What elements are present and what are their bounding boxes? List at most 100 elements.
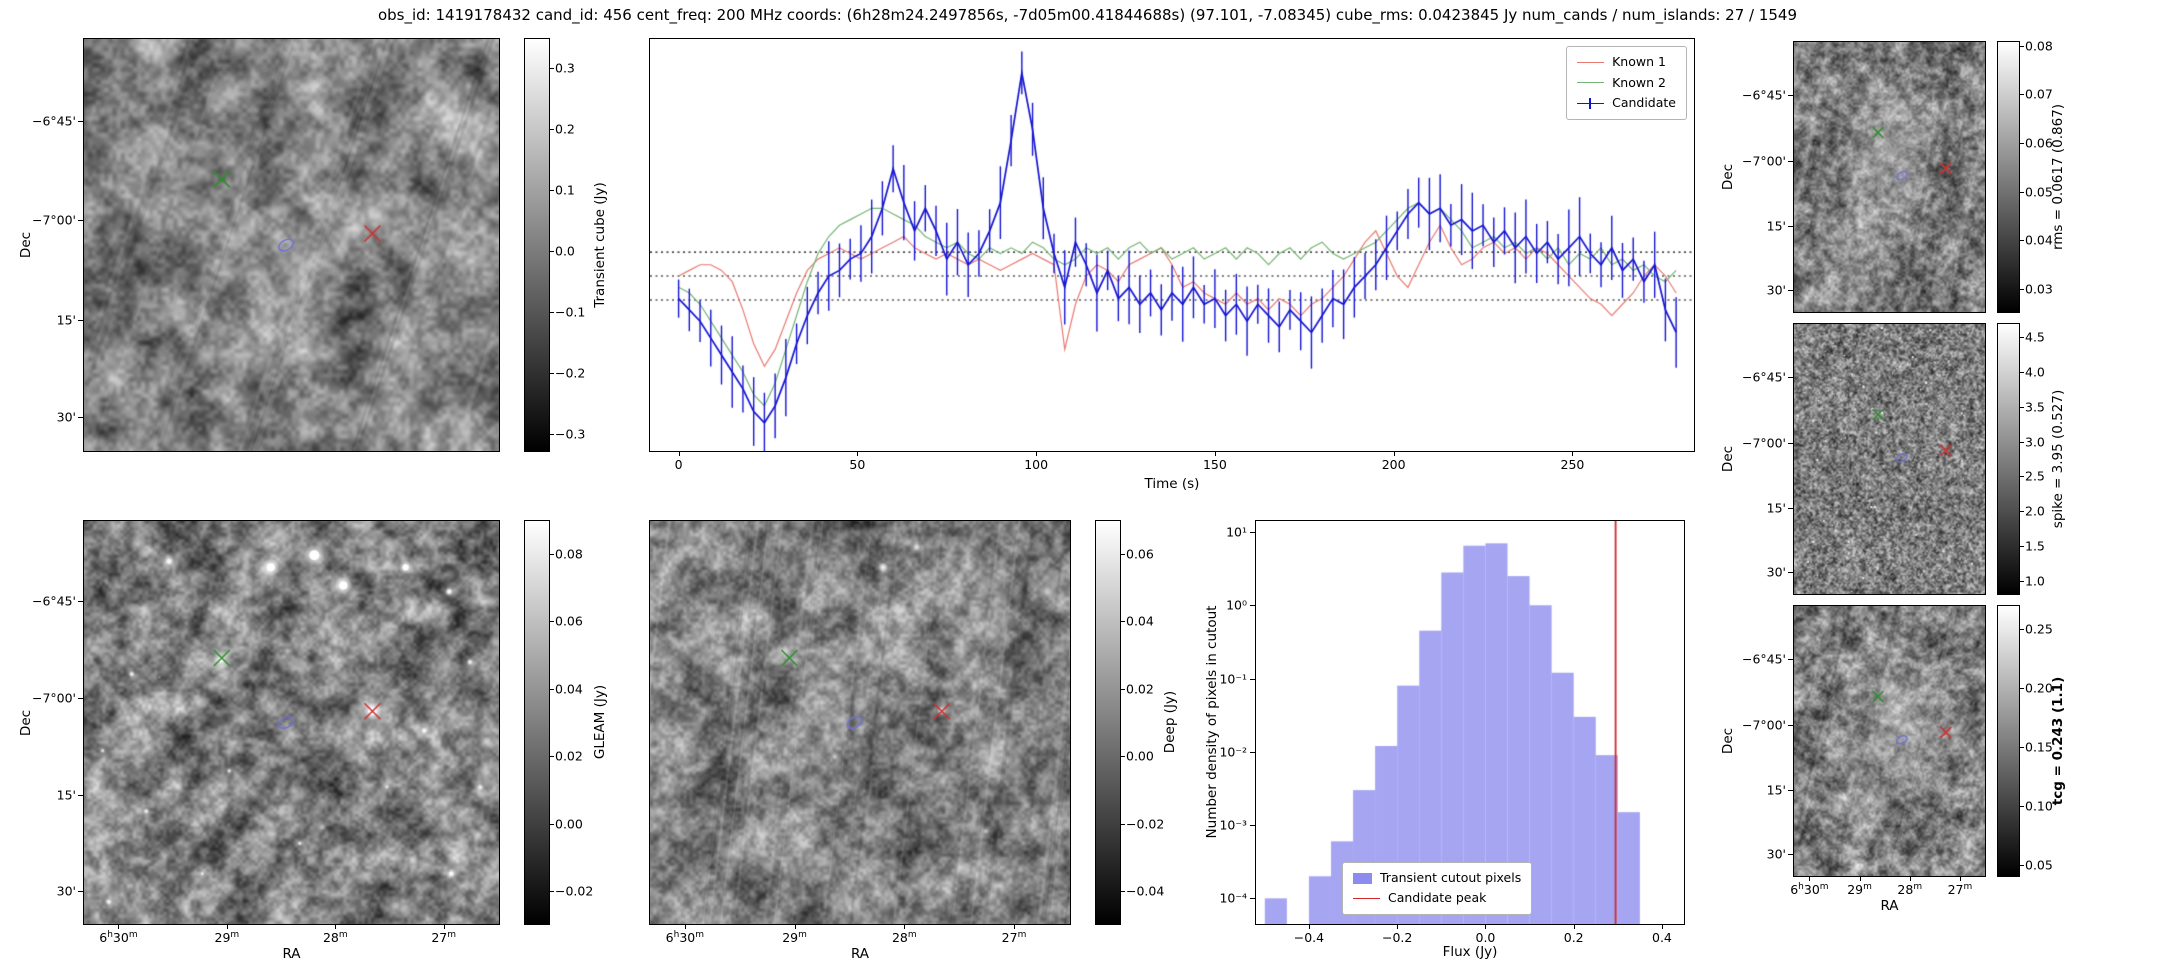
dec-tick-label: −7°00': [31, 690, 76, 706]
tick-mark: [1397, 925, 1399, 929]
gleam-colorbar: [524, 520, 550, 925]
tick-mark: [550, 553, 554, 555]
legend-entry: Known 1: [1577, 52, 1676, 73]
tick-mark: [2020, 406, 2024, 408]
tick-mark: [2020, 628, 2024, 630]
dec-tick-label: −7°00': [1741, 153, 1786, 169]
deep-colorbar-label: Deep (Jy): [1162, 690, 1178, 754]
tick-mark: [904, 925, 906, 929]
legend-label: Known 2: [1612, 74, 1666, 90]
tick-mark: [2020, 191, 2024, 193]
colorbar-tick-label: 2.0: [2025, 503, 2045, 519]
legend-line-swatch: [1577, 61, 1605, 63]
legend-line-swatch: [1353, 898, 1380, 900]
dec-tick-label: 15': [1766, 500, 1786, 516]
tick-mark: [550, 251, 554, 253]
time-tick-label: 200: [1381, 457, 1406, 472]
tick-mark: [550, 823, 554, 825]
lightcurve-plot: Known 1 Known 2 Candidate: [649, 38, 1695, 452]
tick-mark: [1788, 160, 1793, 162]
transient-cube-cutout: [83, 38, 500, 452]
deep-image: [650, 521, 1070, 924]
tick-mark: [1661, 925, 1663, 929]
tick-mark: [1393, 452, 1395, 456]
ra-tick-label: 28m: [322, 930, 348, 946]
colorbar-tick-label: 1.0: [2025, 573, 2045, 589]
tick-mark: [1909, 877, 1911, 881]
rms-cutout: [1793, 41, 1986, 313]
density-tick-label: 10⁰: [1226, 597, 1247, 613]
tick-mark: [794, 925, 796, 929]
dec-tick-label: 30': [56, 883, 76, 899]
tick-mark: [78, 220, 83, 222]
tick-mark: [2020, 865, 2024, 867]
tick-mark: [2020, 240, 2024, 242]
tick-mark: [226, 925, 228, 929]
dec-tick-label: 15': [56, 787, 76, 803]
colorbar-tick-label: 0.05: [2025, 857, 2053, 873]
density-tick-label: 10⁻³: [1219, 817, 1247, 833]
dec-tick-label: −6°45': [1741, 369, 1786, 385]
colorbar-tick-label: 0.06: [2025, 135, 2053, 151]
flux-tick-label: −0.4: [1293, 930, 1325, 945]
tick-mark: [2020, 94, 2024, 96]
tick-mark: [1788, 507, 1793, 509]
tick-mark: [2020, 746, 2024, 748]
tick-mark: [1121, 553, 1125, 555]
tick-mark: [335, 925, 337, 929]
flux-tick-label: 0.0: [1475, 930, 1496, 945]
time-tick-label: 0: [674, 457, 683, 472]
tick-mark: [1788, 289, 1793, 291]
tick-mark: [550, 433, 554, 435]
time-tick-label: 50: [849, 457, 866, 472]
rms-image: [1794, 42, 1985, 312]
tick-mark: [2020, 806, 2024, 808]
gleam-image: [84, 521, 499, 924]
dec-tick-label: 15': [1766, 782, 1786, 798]
dec-tick-label: 30': [1766, 846, 1786, 862]
dec-tick-label: 15': [1766, 218, 1786, 234]
ra-tick-label: 29m: [1847, 882, 1872, 898]
time-tick-label: 150: [1202, 457, 1227, 472]
legend-label: Transient cutout pixels: [1380, 869, 1522, 885]
ra-tick-label: 6h30m: [99, 930, 138, 946]
tick-mark: [857, 452, 859, 456]
histogram-legend: Transient cutout pixels Candidate peak: [1342, 861, 1533, 915]
legend-line-swatch: [1577, 82, 1605, 84]
colorbar-tick-label: 0.06: [1126, 546, 1154, 562]
legend-entry: Candidate peak: [1353, 888, 1521, 909]
colorbar-tick-label: 0.2: [555, 121, 575, 137]
colorbar-tick-label: 0.20: [2025, 680, 2053, 696]
colorbar-tick-label: −0.02: [1126, 816, 1165, 832]
colorbar-tick-label: 0.0: [555, 243, 575, 259]
dec-axis-label: Dec: [1720, 445, 1736, 473]
dec-tick-label: −7°00': [1741, 435, 1786, 451]
colorbar-tick-label: 0.07: [2025, 86, 2053, 102]
tick-mark: [684, 925, 686, 929]
tick-mark: [1485, 925, 1487, 929]
tick-mark: [1250, 898, 1255, 900]
colorbar-tick-label: −0.02: [555, 883, 594, 899]
legend-entry: Known 2: [1577, 73, 1676, 94]
dec-tick-label: −7°00': [31, 212, 76, 228]
deep-cutout: [649, 520, 1071, 925]
tick-mark: [678, 452, 680, 456]
colorbar-tick-label: −0.3: [555, 426, 586, 442]
dec-tick-label: 15': [56, 312, 76, 328]
histogram-ylabel: Number density of pixels in cutout: [1204, 605, 1220, 839]
colorbar-tick-label: 0.00: [1126, 748, 1154, 764]
dec-tick-label: −6°45': [31, 113, 76, 129]
tick-mark: [550, 891, 554, 893]
legend-label: Candidate: [1612, 95, 1676, 111]
tick-mark: [550, 311, 554, 313]
deep-colorbar: [1095, 520, 1121, 925]
tick-mark: [2020, 546, 2024, 548]
legend-entry: Transient cutout pixels: [1353, 868, 1521, 889]
rms-colorbar: [1997, 41, 2020, 313]
tick-mark: [1788, 724, 1793, 726]
dec-tick-label: 30': [1766, 564, 1786, 580]
spike-colorbar-label: spike = 3.95 (0.527): [2050, 389, 2066, 529]
dec-tick-label: 30': [56, 409, 76, 425]
spike-image: [1794, 324, 1985, 594]
